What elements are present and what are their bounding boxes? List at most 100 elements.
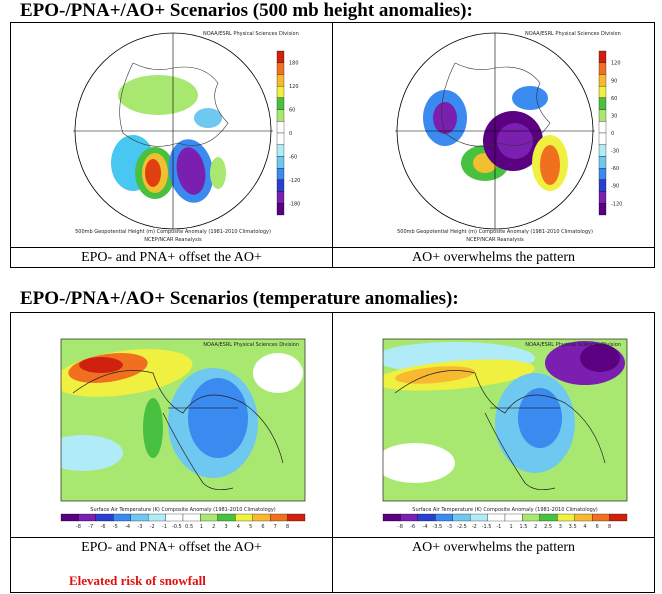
colorbar-segment xyxy=(417,513,435,522)
map-outline xyxy=(60,338,305,502)
colorbar-segment xyxy=(164,513,183,522)
colorbar-segment xyxy=(598,109,606,122)
map: -8 -7 -6 -5 -4 -3 -2 -1 -0.5 0.5 1 2 3 4 5 6 7 8 NOAA/ESRL… xyxy=(60,338,305,530)
map-title: Surface Air Temperature (K) Composite An… xyxy=(412,507,598,513)
colorbar-segment xyxy=(60,513,79,522)
anomaly xyxy=(579,344,620,372)
colorbar-label: 4 xyxy=(583,524,586,530)
colorbar-segment xyxy=(276,62,284,75)
colorbar-label: 6 xyxy=(595,524,598,530)
colorbar-label: 1 xyxy=(509,524,512,530)
table: -8 -7 -6 -5 -4 -3 -2 -1 -0.5 0.5 1 2 3 4 5 6 7 8 NOAA/ESRL… xyxy=(10,312,655,593)
field xyxy=(110,75,226,203)
colorbar-segment xyxy=(276,203,284,216)
map: 180 120 60 0 -60 -120 -180 NOAA/ESRL Physical S… xyxy=(72,31,300,243)
colorbar-label: -6 xyxy=(410,524,415,530)
colorbar-segment xyxy=(598,144,606,157)
map-title: Surface Air Temperature (K) Composite An… xyxy=(90,507,276,513)
colorbar-segment xyxy=(276,179,284,192)
colorbar-segment xyxy=(217,513,235,522)
colorbar-segment xyxy=(276,167,284,181)
colorbar-label: -120 xyxy=(611,201,622,207)
colorbar-segment xyxy=(486,513,505,522)
table: 180 120 60 0 -60 -120 -180 NOAA/ESRL Physical S… xyxy=(10,22,655,268)
colorbar-label: -2.5 xyxy=(457,524,467,530)
colorbar-segment xyxy=(598,50,606,63)
colorbar-segment xyxy=(382,513,401,522)
anomaly xyxy=(252,353,303,393)
colorbar-label: 6 xyxy=(261,524,264,530)
colorbar-segment xyxy=(598,156,606,169)
colorbar-label: 60 xyxy=(611,96,617,102)
colorbar-segment xyxy=(276,97,284,110)
cell: 120 90 60 30 0 -30 -60 -90 -120 NOAA/ESRL Physica… xyxy=(332,22,655,248)
colorbar-label: -60 xyxy=(611,166,619,172)
heading: EPO-/PNA+/AO+ Scenarios (temperature ano… xyxy=(20,288,459,309)
caption: EPO- and PNA+ offset the AO+ xyxy=(81,540,262,555)
colorbar-label: -30 xyxy=(611,149,619,155)
colorbar-label: 0 xyxy=(289,131,292,137)
colorbar-segment xyxy=(504,513,523,522)
colorbar-segment xyxy=(276,85,284,99)
cell: EPO- and PNA+ offset the AO+ Elevated ri… xyxy=(10,537,333,593)
anomaly xyxy=(187,378,248,458)
map-subtitle: NCEP/NCAR Reanalysis xyxy=(466,237,524,243)
coastline xyxy=(394,370,605,490)
colorbar-label: -90 xyxy=(611,184,619,190)
colorbar-segment xyxy=(130,513,148,522)
colorbar-label: 0 xyxy=(611,131,614,137)
anomaly xyxy=(432,102,457,134)
colorbar-segment xyxy=(276,121,284,134)
cell: AO+ overwhelms the pattern xyxy=(332,537,655,593)
colorbar-segment xyxy=(286,513,305,522)
anomaly xyxy=(539,145,560,185)
coastline xyxy=(72,370,283,490)
colorbar-segment xyxy=(521,513,540,522)
colorbar-segment xyxy=(182,513,201,522)
colorbar-label: 120 xyxy=(289,84,299,90)
colorbar-segment xyxy=(452,513,470,522)
colorbar-segment xyxy=(469,513,488,522)
colorbar-label: -8 xyxy=(75,524,80,530)
field xyxy=(382,341,625,483)
colorbar-segment xyxy=(276,74,284,87)
colorbar-segment xyxy=(598,62,606,75)
colorbar-segment xyxy=(252,513,270,522)
map: -8 -6 -4 -3.5 -3 -2.5 -2 -1.5 -1 1 1.5 2 2.5 3 3.5 4 6 8 N… xyxy=(382,338,627,530)
colorbar-segment xyxy=(591,513,610,522)
colorbar-segment xyxy=(598,191,606,204)
anomaly xyxy=(117,75,198,115)
anomaly xyxy=(517,388,562,448)
colorbar-segment xyxy=(539,513,557,522)
field xyxy=(60,349,303,478)
colorbar-label: -7 xyxy=(88,524,93,530)
anomaly xyxy=(144,159,161,187)
colorbar-label: -6 xyxy=(100,524,105,530)
caption: AO+ overwhelms the pattern xyxy=(411,540,576,555)
colorbar-segment xyxy=(276,132,284,145)
anomaly xyxy=(78,357,123,373)
colorbar-segment xyxy=(269,513,288,522)
colorbar-segment xyxy=(574,513,592,522)
colorbar-segment xyxy=(598,121,606,134)
cell: -8 -7 -6 -5 -4 -3 -2 -1 -0.5 0.5 1 2 3 4 5 6 7 8 NOAA/ESRL… xyxy=(10,312,333,538)
colorbar-label: 120 xyxy=(611,61,621,67)
anomaly xyxy=(193,108,222,128)
colorbar-label: -3 xyxy=(137,524,142,530)
colorbar-segment xyxy=(598,132,606,145)
colorbar-label: 5 xyxy=(249,524,252,530)
colorbar-label: -1.5 xyxy=(481,524,491,530)
anomaly xyxy=(60,435,123,471)
colorbar-segment xyxy=(608,513,627,522)
source: NOAA/ESRL Physical Sciences Division xyxy=(525,342,621,348)
source: NOAA/ESRL Physical Sciences Division xyxy=(203,31,299,37)
heading: EPO-/PNA+/AO+ Scenarios (500 mb height a… xyxy=(20,0,473,21)
colorbar-label: 180 xyxy=(289,61,299,67)
colorbar-segment xyxy=(276,50,284,63)
colorbar-segment xyxy=(399,513,418,522)
colorbar-label: -120 xyxy=(289,178,300,184)
anomaly xyxy=(511,86,548,110)
colorbar-label: 3.5 xyxy=(568,524,576,530)
anomaly xyxy=(176,147,205,195)
